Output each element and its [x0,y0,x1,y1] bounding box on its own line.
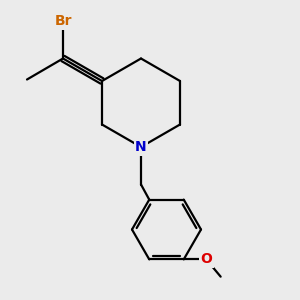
Text: Br: Br [54,14,72,28]
Text: O: O [200,252,212,266]
Text: N: N [135,140,147,154]
